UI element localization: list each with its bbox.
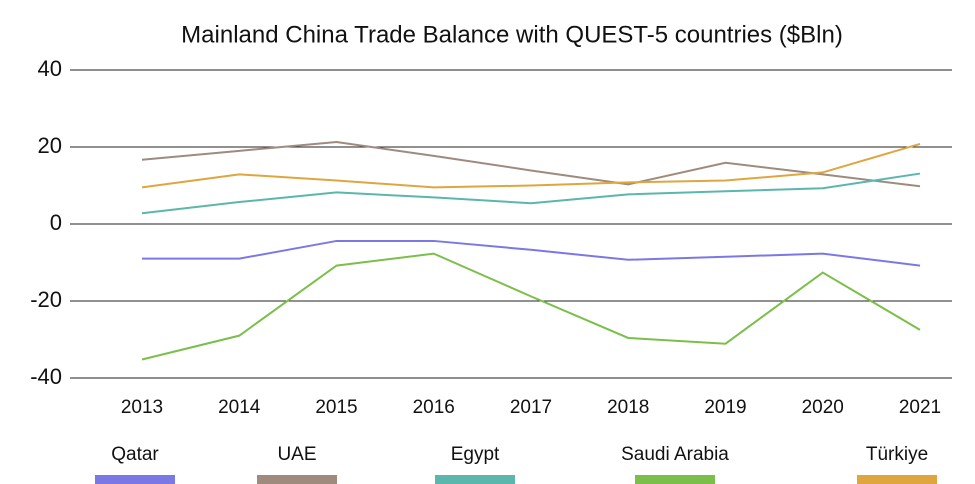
line-series: [141, 142, 921, 189]
x-tick-label: 2015: [315, 397, 357, 418]
y-tick-label: -40: [30, 364, 62, 389]
line-series: [141, 172, 921, 215]
y-tick-label: 40: [38, 56, 62, 81]
x-tick-label: 2014: [218, 397, 261, 418]
legend-label: Türkiye: [866, 444, 928, 465]
x-tick-label: 2013: [121, 397, 163, 418]
legend-swatch: [635, 475, 715, 484]
chart-title: Mainland China Trade Balance with QUEST-…: [181, 21, 843, 48]
x-tick-label: 2020: [802, 397, 844, 418]
line-series: [142, 239, 921, 267]
y-tick-label: 20: [38, 133, 62, 158]
legend-label: Saudi Arabia: [621, 444, 729, 465]
legend-label: UAE: [277, 444, 316, 465]
x-tick-label: 2017: [510, 397, 552, 418]
line-series: [141, 252, 921, 361]
y-tick-label: -20: [30, 287, 62, 312]
x-tick-label: 2019: [704, 397, 746, 418]
x-tick-label: 2018: [607, 397, 649, 418]
legend-swatch: [95, 475, 175, 484]
legend-swatch: [257, 475, 337, 484]
y-tick-label: 0: [50, 210, 62, 235]
x-tick-label: 2021: [899, 397, 941, 418]
x-tick-label: 2016: [413, 397, 455, 418]
legend-swatch: [857, 475, 937, 484]
legend-label: Qatar: [111, 444, 159, 465]
line-series: [141, 140, 921, 188]
legend-label: Egypt: [451, 444, 500, 465]
legend-swatch: [435, 475, 515, 484]
